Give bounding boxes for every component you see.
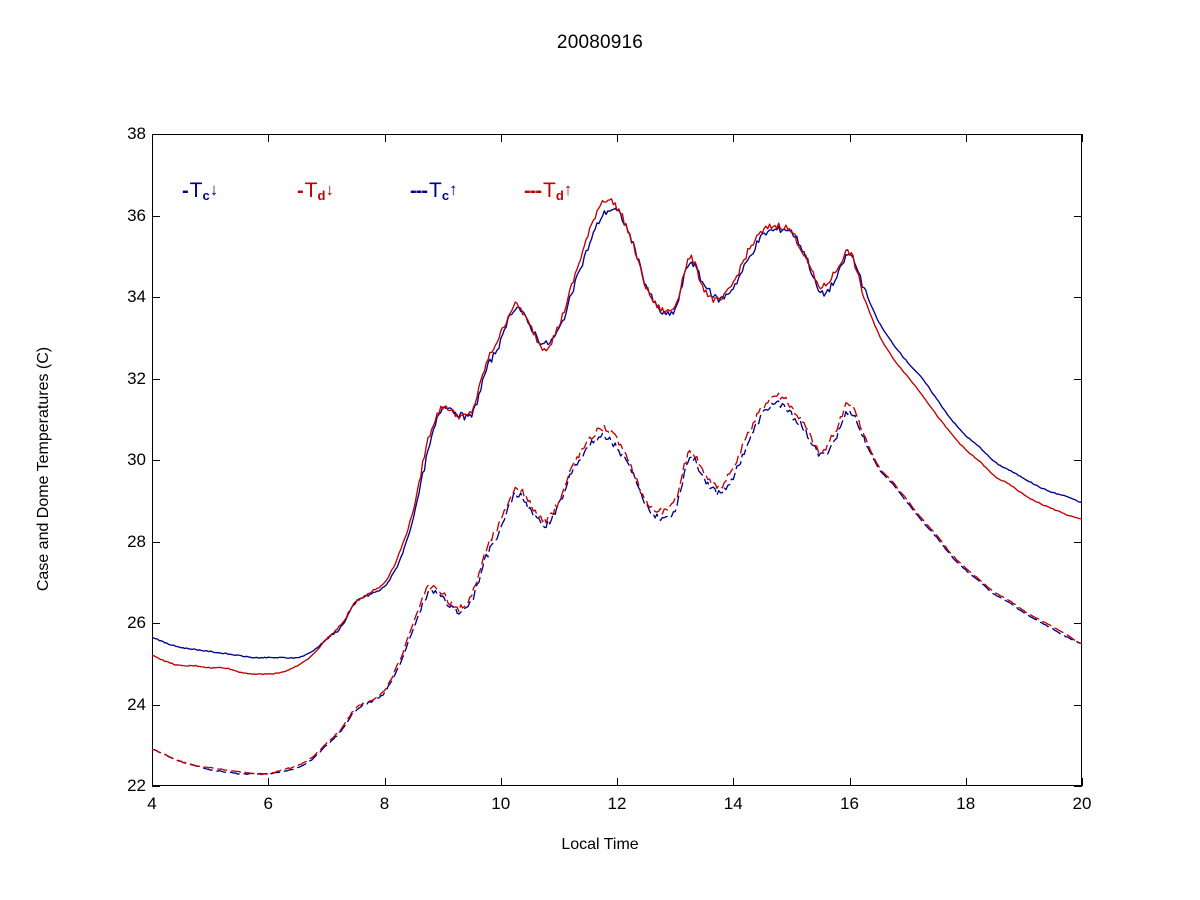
y-tick-label: 32 [127, 368, 146, 388]
series-line-tc-down [152, 207, 1082, 660]
y-tick [152, 623, 160, 624]
x-tick [733, 134, 735, 142]
y-tick [1074, 623, 1082, 624]
x-tick-label: 14 [723, 794, 743, 813]
x-tick [152, 134, 153, 142]
x-tick-label: 12 [607, 794, 627, 813]
y-tick [1074, 460, 1082, 461]
y-tick [1074, 378, 1082, 380]
x-tick [965, 778, 967, 786]
series-canvas [152, 198, 1082, 776]
x-tick [849, 778, 851, 786]
y-tick-label: 38 [127, 124, 146, 143]
x-tick [500, 778, 502, 786]
series-line-td-up [152, 392, 1082, 776]
legend-entry-tc-up: ---Tc↑ [410, 180, 458, 202]
chart-title: 20080916 [556, 32, 644, 53]
x-tick [384, 134, 386, 142]
legend-arrow-icon: ↑ [449, 180, 458, 199]
x-tick-label: 4 [147, 794, 157, 813]
y-tick-label: 22 [127, 776, 146, 795]
y-tick-label: 36 [127, 205, 146, 225]
y-tick [152, 297, 160, 298]
x-tick [1082, 778, 1083, 786]
plot-area [152, 134, 1083, 787]
plot-frame [152, 134, 1082, 786]
legend-line-sample: --- [410, 180, 428, 202]
legend-entry-td-up: ---Td↑ [524, 180, 572, 202]
y-tick-label: 28 [127, 531, 146, 551]
legend-line-sample: --- [524, 180, 542, 202]
y-tick [1074, 134, 1082, 135]
y-tick [152, 541, 160, 543]
legend-subscript: c [441, 188, 450, 203]
y-tick-label: 34 [127, 287, 146, 306]
x-tick-label: 20 [1072, 794, 1092, 813]
y-tick [1074, 215, 1082, 217]
x-tick-label: 18 [956, 794, 976, 813]
y-tick [1074, 786, 1082, 787]
x-tick [733, 778, 735, 786]
y-tick [152, 786, 160, 787]
x-tick-label: 10 [491, 794, 511, 813]
x-tick-label: 8 [379, 794, 390, 813]
legend-entry-td-down: -Td↓ [297, 180, 334, 202]
legend-symbol: T [542, 179, 556, 202]
legend-line-sample: - [182, 180, 189, 202]
y-tick [152, 215, 160, 217]
x-tick [384, 778, 386, 786]
y-tick [152, 378, 160, 380]
y-tick-label: 26 [127, 613, 146, 632]
legend-subscript: d [555, 188, 564, 203]
x-tick [617, 778, 618, 786]
legend-symbol: T [189, 179, 203, 202]
x-tick [268, 778, 270, 786]
x-tick-label: 16 [840, 794, 859, 813]
x-tick-label: 6 [263, 794, 273, 813]
y-axis-title: Case and Dome Temperatures (C) [35, 346, 52, 592]
y-tick-label: 30 [127, 450, 146, 469]
x-tick [152, 778, 153, 786]
x-tick [268, 134, 270, 142]
legend-arrow-icon: ↑ [563, 180, 573, 199]
y-tick [1074, 704, 1082, 706]
legend: -Tc↓ -Td↓ ---Tc↑ ---Td↑ [152, 134, 1082, 214]
y-tick [152, 134, 160, 135]
x-tick [500, 134, 502, 142]
series-line-tc-up [152, 400, 1082, 776]
y-tick-label: 24 [127, 694, 146, 714]
series-line-td-down [152, 198, 1082, 676]
legend-line-sample: - [297, 180, 304, 202]
legend-entry-tc-down: -Tc↓ [182, 180, 218, 202]
legend-subscript: d [317, 188, 326, 203]
legend-symbol: T [304, 179, 318, 202]
legend-arrow-icon: ↓ [325, 180, 334, 199]
x-tick [617, 134, 618, 142]
y-tick [1074, 297, 1082, 298]
x-tick [965, 134, 967, 142]
legend-arrow-icon: ↓ [209, 180, 219, 199]
legend-symbol: T [428, 179, 442, 202]
y-tick [152, 704, 160, 706]
legend-subscript: c [202, 188, 210, 203]
x-tick [849, 134, 851, 142]
x-tick [1082, 134, 1083, 142]
y-tick [1074, 541, 1082, 543]
x-axis-title: Local Time [561, 836, 639, 853]
y-tick [152, 460, 160, 461]
